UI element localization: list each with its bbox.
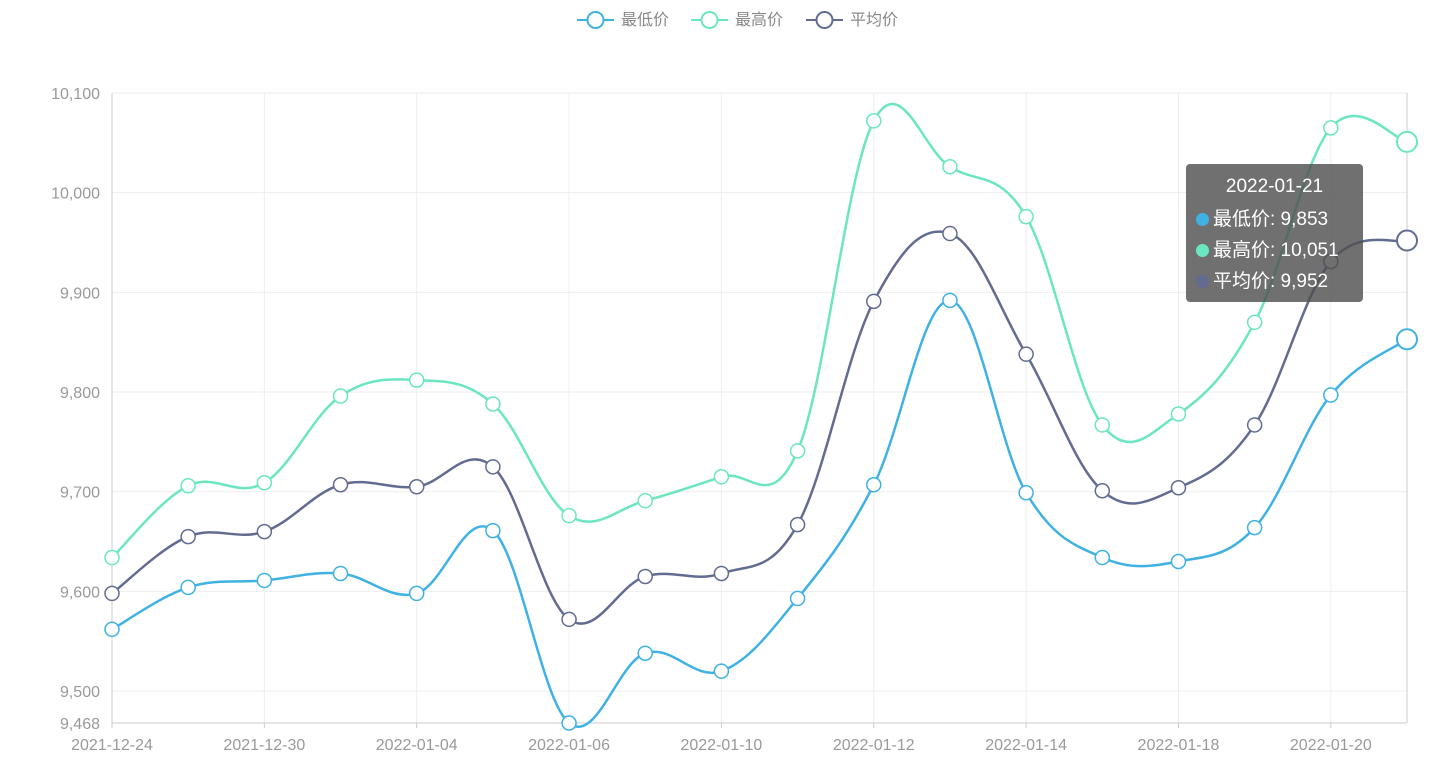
tooltip-dot-avg [1196,275,1209,288]
tooltip-label-avg: 平均价: 9,952 [1213,271,1329,292]
legend-label-2: 平均价 [850,11,898,29]
data-point-2 [485,459,501,475]
data-point-0 [1396,328,1418,351]
data-point-0 [408,585,425,602]
data-point-0 [1018,484,1034,501]
series-points [104,113,1418,731]
data-point-0 [180,579,196,596]
x-tick-label: 2022-01-06 [528,737,610,754]
data-point-2 [942,225,958,242]
data-point-0 [1170,553,1187,570]
data-point-0 [256,572,273,589]
data-point-2 [1246,417,1263,433]
tooltip-dot-min [1196,213,1209,226]
tooltip-title: 2022-01-21 [1225,176,1324,197]
axes: 9,468 9,500 9,600 9,700 9,800 9,900 10,000 10,1… [51,86,1408,754]
data-point-0 [637,645,653,661]
x-tick-label: 2022-01-12 [833,737,915,754]
data-point-2 [104,585,120,602]
data-point-1 [256,475,273,491]
data-point-0 [1323,387,1339,403]
data-point-1 [637,492,653,509]
data-point-2 [1170,479,1187,496]
y-tick-label: 10,000 [51,186,100,203]
legend-marker-1 [700,11,719,29]
y-tick-label: 9,500 [60,684,100,701]
x-tick-label: 2022-01-14 [985,737,1067,754]
data-point-0 [713,663,730,679]
tooltip: 2022-01-21 最低价: 9,853 最高价: 10,051 平均价: 9… [1186,164,1363,302]
data-point-1 [485,396,501,412]
data-point-1 [561,507,577,524]
tooltip-row-max: 最高价: 10,051 [1196,235,1363,266]
y-tick-label: 9,800 [60,385,100,402]
data-point-1 [1246,314,1263,331]
tooltip-label-max: 最高价: 10,051 [1213,240,1339,261]
tooltip-row-min: 最低价: 9,853 [1196,204,1363,235]
data-point-2 [637,568,653,585]
data-point-1 [866,113,882,129]
data-point-0 [561,715,577,731]
data-point-0 [104,621,120,638]
data-point-2 [789,516,806,533]
x-tick-label: 2022-01-18 [1138,737,1220,754]
y-tick-label: 9,900 [60,285,100,302]
data-point-2 [256,523,273,540]
data-point-2 [713,565,730,582]
legend-label-0: 最低价 [621,11,669,29]
x-tick-label: 2021-12-30 [223,737,305,754]
data-point-1 [1018,208,1034,225]
data-point-2 [1018,346,1034,362]
x-tick-label: 2021-12-24 [71,737,153,754]
data-point-0 [485,522,501,539]
data-point-2 [1396,229,1418,252]
tooltip-dot-max [1196,244,1209,257]
data-point-2 [561,611,577,628]
legend-marker-0 [586,11,605,29]
data-point-1 [1323,120,1339,136]
data-point-2 [866,293,882,310]
data-point-1 [1396,130,1418,153]
data-point-2 [408,479,425,495]
data-point-1 [942,159,958,175]
data-point-1 [1170,406,1187,422]
x-tick-label: 2022-01-20 [1290,737,1372,754]
y-tick-label: 10,100 [51,86,100,103]
data-point-1 [789,443,806,459]
data-point-0 [789,590,806,607]
data-point-0 [866,477,882,493]
data-point-1 [1094,417,1111,433]
data-point-1 [408,372,425,388]
legend[interactable]: 最低价 最高价 平均价 [577,11,898,29]
series-line-0 [111,299,1408,728]
data-point-1 [104,549,120,566]
y-tick-label: 9,600 [60,584,100,601]
data-point-2 [1094,482,1111,499]
x-tick-label: 2022-01-04 [376,737,458,754]
legend-label-1: 最高价 [735,11,783,29]
data-point-1 [180,478,196,494]
x-tick-label: 2022-01-10 [680,737,762,754]
tooltip-row-avg: 平均价: 9,952 [1196,266,1363,297]
y-tick-label: 9,700 [60,485,100,502]
data-point-0 [1094,549,1111,566]
legend-marker-2 [815,11,834,29]
data-point-2 [332,477,349,493]
data-point-2 [180,528,196,545]
data-point-0 [1246,519,1263,536]
tooltip-label-min: 最低价: 9,853 [1213,209,1329,230]
data-point-0 [942,292,958,309]
data-point-1 [332,388,349,404]
y-tick-label: 9,468 [60,716,100,733]
data-point-1 [713,469,730,485]
data-point-0 [332,565,349,582]
